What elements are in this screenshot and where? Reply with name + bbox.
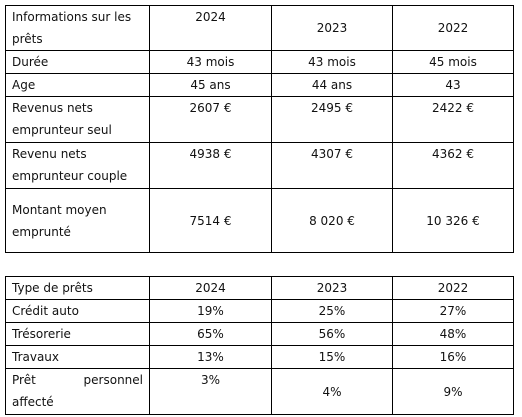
table-header-row: Informations sur les prêts 2024 2023 202… xyxy=(5,5,514,51)
row-label-text: Prêt personnel affecté xyxy=(12,373,143,409)
cell-2023: 8 020 € xyxy=(271,188,393,253)
cell-2022: 2422 € xyxy=(392,96,514,143)
cell-2023: 15% xyxy=(271,345,393,369)
table-row: Revenus nets emprunteur seul 2607 € 2495… xyxy=(5,96,514,143)
loan-information-table: Informations sur les prêts 2024 2023 202… xyxy=(5,5,514,253)
cell-2024: 65% xyxy=(149,322,272,346)
table-header-row: Type de prêts 2024 2023 2022 xyxy=(5,276,514,300)
row-label: Trésorerie xyxy=(5,322,150,346)
cell-2023: 43 mois xyxy=(271,50,393,74)
row-label: Revenu nets emprunteur couple xyxy=(5,142,150,189)
cell-2022: 9% xyxy=(392,368,514,415)
cell-2024: 43 mois xyxy=(149,50,272,74)
cell-2024: 19% xyxy=(149,299,272,323)
table-row: Trésorerie 65% 56% 48% xyxy=(5,322,514,346)
header-year-2024: 2024 xyxy=(149,5,272,51)
cell-2024: 7514 € xyxy=(149,188,272,253)
cell-2023: 4307 € xyxy=(271,142,393,189)
cell-2024: 2607 € xyxy=(149,96,272,143)
table-row: Crédit auto 19% 25% 27% xyxy=(5,299,514,323)
cell-2024: 13% xyxy=(149,345,272,369)
cell-2023: 44 ans xyxy=(271,73,393,97)
cell-2023: 56% xyxy=(271,322,393,346)
row-label: Durée xyxy=(5,50,150,74)
cell-2022: 45 mois xyxy=(392,50,514,74)
cell-2022: 16% xyxy=(392,345,514,369)
cell-2024: 45 ans xyxy=(149,73,272,97)
row-label: Montant moyen emprunté xyxy=(5,188,150,253)
table-row: Montant moyen emprunté 7514 € 8 020 € 10… xyxy=(5,188,514,253)
header-year-2022: 2022 xyxy=(392,5,514,51)
cell-2024: 3% xyxy=(149,368,272,415)
header-year-2023: 2023 xyxy=(271,276,393,300)
header-label: Type de prêts xyxy=(5,276,150,300)
header-year-2023: 2023 xyxy=(271,5,393,51)
cell-2023: 2495 € xyxy=(271,96,393,143)
row-label: Age xyxy=(5,73,150,97)
cell-2022: 27% xyxy=(392,299,514,323)
row-label: Prêt personnel affecté xyxy=(5,368,150,415)
cell-2022: 43 xyxy=(392,73,514,97)
table-row: Age 45 ans 44 ans 43 xyxy=(5,73,514,97)
table-row: Durée 43 mois 43 mois 45 mois xyxy=(5,50,514,74)
cell-2023: 4% xyxy=(271,368,393,415)
cell-2024: 4938 € xyxy=(149,142,272,189)
cell-2022: 4362 € xyxy=(392,142,514,189)
table-row: Revenu nets emprunteur couple 4938 € 430… xyxy=(5,142,514,189)
header-label: Informations sur les prêts xyxy=(5,5,150,51)
cell-2022: 48% xyxy=(392,322,514,346)
cell-2022: 10 326 € xyxy=(392,188,514,253)
cell-2023: 25% xyxy=(271,299,393,323)
row-label: Revenus nets emprunteur seul xyxy=(5,96,150,143)
row-label: Crédit auto xyxy=(5,299,150,323)
header-year-2024: 2024 xyxy=(149,276,272,300)
table-row: Travaux 13% 15% 16% xyxy=(5,345,514,369)
loan-types-table: Type de prêts 2024 2023 2022 Crédit auto… xyxy=(5,276,514,415)
table-row: Prêt personnel affecté 3% 4% 9% xyxy=(5,368,514,415)
header-year-2022: 2022 xyxy=(392,276,514,300)
row-label: Travaux xyxy=(5,345,150,369)
